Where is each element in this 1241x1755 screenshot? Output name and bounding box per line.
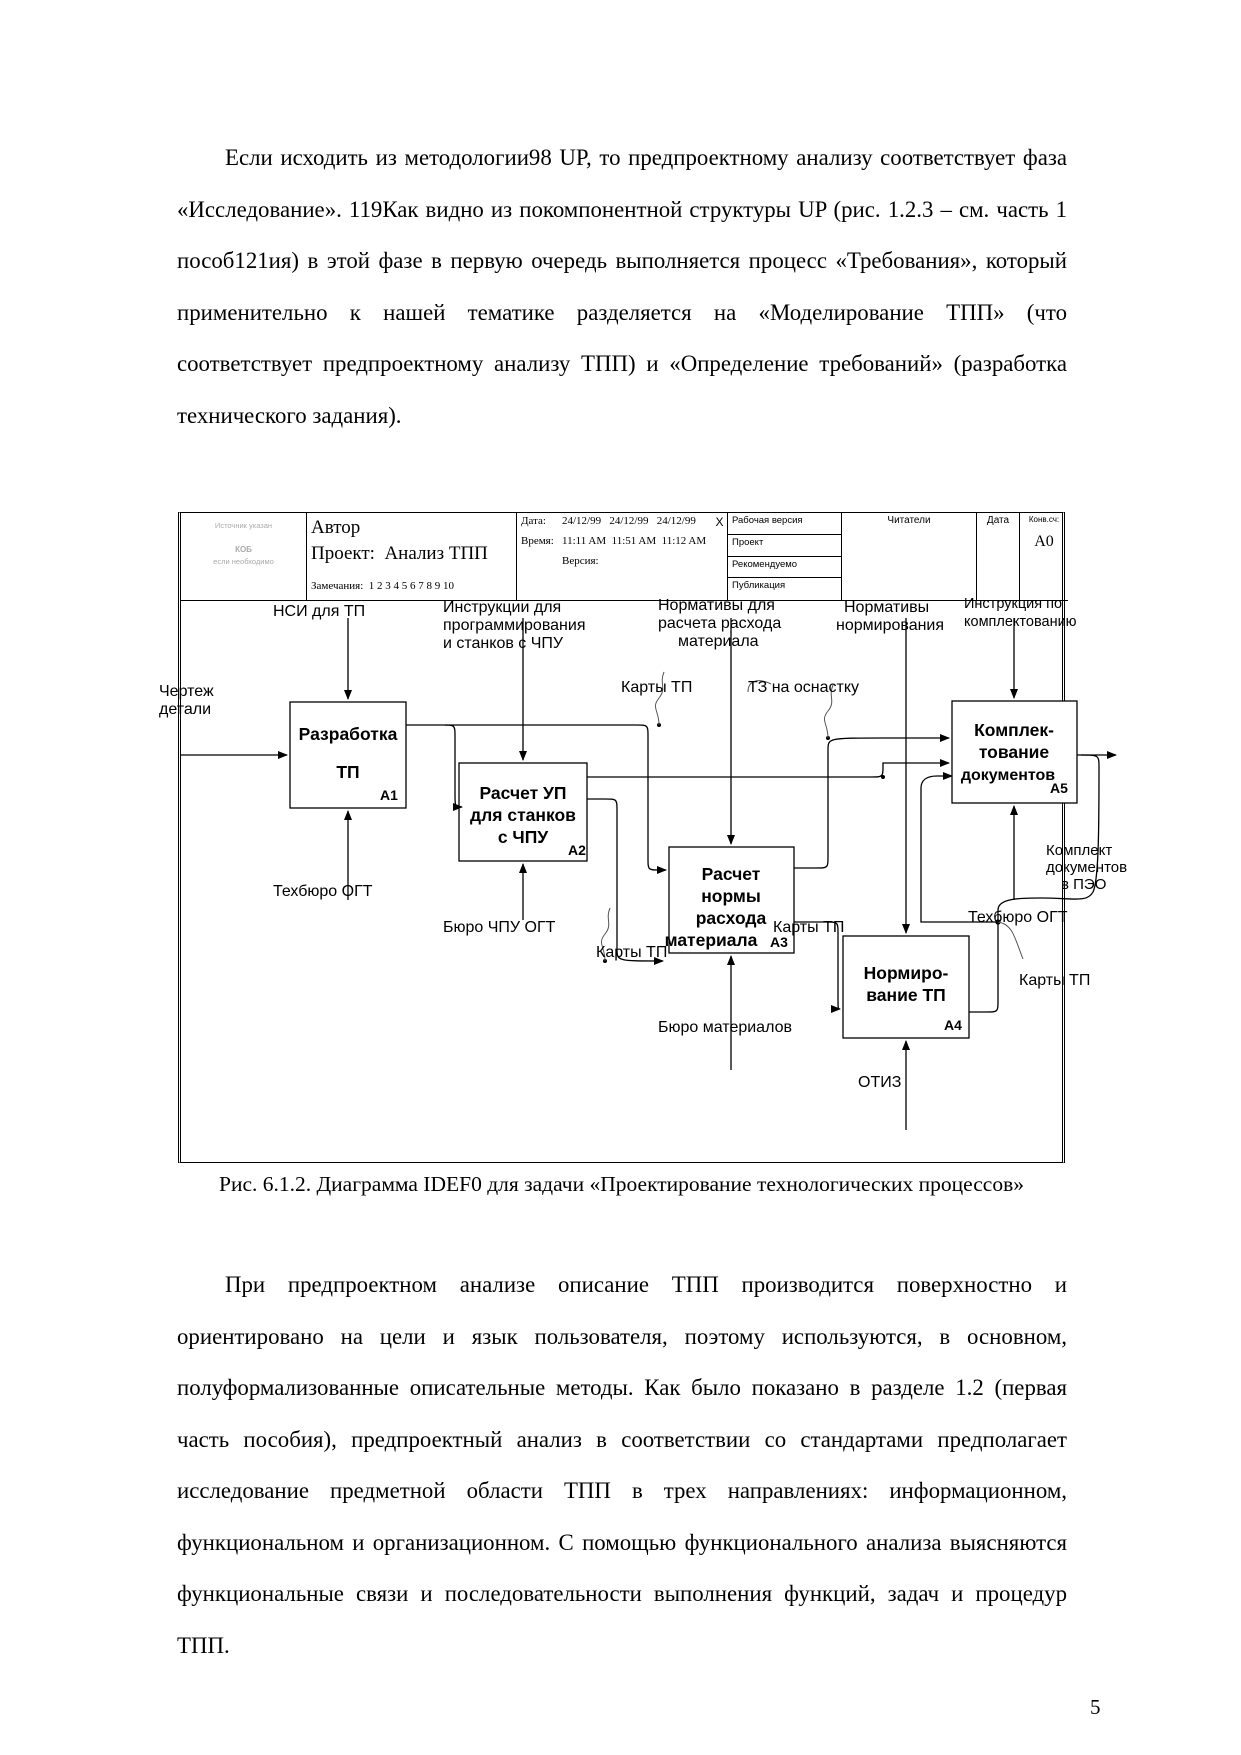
- svg-text:детали: детали: [159, 701, 211, 718]
- svg-text:Нормативы для: Нормативы для: [658, 597, 775, 614]
- svg-text:Расчет УП: Расчет УП: [479, 783, 566, 803]
- svg-text:с ЧПУ: с ЧПУ: [498, 827, 549, 847]
- svg-text:Карты ТП: Карты ТП: [596, 944, 667, 961]
- svg-text:Инструкция по: Инструкция по: [964, 596, 1062, 612]
- svg-text:Комплек-: Комплек-: [974, 720, 1054, 740]
- svg-text:Комплект: Комплект: [1046, 842, 1112, 859]
- svg-text:ОТИЗ: ОТИЗ: [858, 1074, 901, 1091]
- svg-text:материала: материала: [665, 930, 758, 950]
- svg-text:Инструкции для: Инструкции для: [443, 599, 561, 616]
- svg-text:Бюро ЧПУ ОГТ: Бюро ЧПУ ОГТ: [443, 919, 556, 936]
- svg-text:Карты ТП: Карты ТП: [773, 919, 844, 936]
- svg-text:материала: материала: [678, 633, 759, 650]
- svg-text:Нормиро-: Нормиро-: [864, 963, 949, 983]
- svg-text:Карты ТП: Карты ТП: [1019, 972, 1090, 989]
- svg-text:Бюро материалов: Бюро материалов: [658, 1019, 792, 1036]
- svg-text:A5: A5: [1050, 780, 1068, 796]
- svg-text:ТП: ТП: [336, 762, 359, 782]
- svg-text:Нормативы: Нормативы: [844, 599, 929, 616]
- svg-text:нормирования: нормирования: [836, 617, 944, 634]
- svg-text:расчета расхода: расчета расхода: [658, 615, 781, 632]
- svg-text:расхода: расхода: [696, 908, 767, 928]
- svg-text:A2: A2: [568, 842, 586, 858]
- svg-text:Карты ТП: Карты ТП: [621, 679, 692, 696]
- svg-text:Техбюро ОГТ: Техбюро ОГТ: [273, 883, 373, 900]
- svg-text:Чертеж: Чертеж: [159, 683, 214, 700]
- svg-text:и станков с ЧПУ: и станков с ЧПУ: [443, 635, 564, 652]
- svg-text:для станков: для станков: [470, 805, 576, 825]
- svg-text:программирования: программирования: [443, 617, 585, 634]
- svg-text:Расчет: Расчет: [702, 864, 761, 884]
- svg-text:A4: A4: [944, 1017, 962, 1033]
- svg-text:нормы: нормы: [701, 886, 761, 906]
- svg-text:ТЗ на оснастку: ТЗ на оснастку: [748, 679, 859, 696]
- svg-text:A3: A3: [770, 934, 788, 950]
- svg-text:в ПЭО: в ПЭО: [1061, 876, 1106, 893]
- svg-text:НСИ для ТП: НСИ для ТП: [273, 603, 365, 620]
- svg-text:тование: тование: [979, 742, 1050, 762]
- svg-text:A1: A1: [380, 787, 398, 803]
- svg-text:Техбюро ОГТ: Техбюро ОГТ: [968, 909, 1068, 926]
- svg-text:комплектованию: комплектованию: [964, 614, 1077, 630]
- svg-text:документов: документов: [961, 767, 1055, 784]
- svg-text:вание ТП: вание ТП: [866, 985, 945, 1005]
- svg-text:документов: документов: [1046, 859, 1127, 876]
- svg-text:Разработка: Разработка: [299, 724, 398, 744]
